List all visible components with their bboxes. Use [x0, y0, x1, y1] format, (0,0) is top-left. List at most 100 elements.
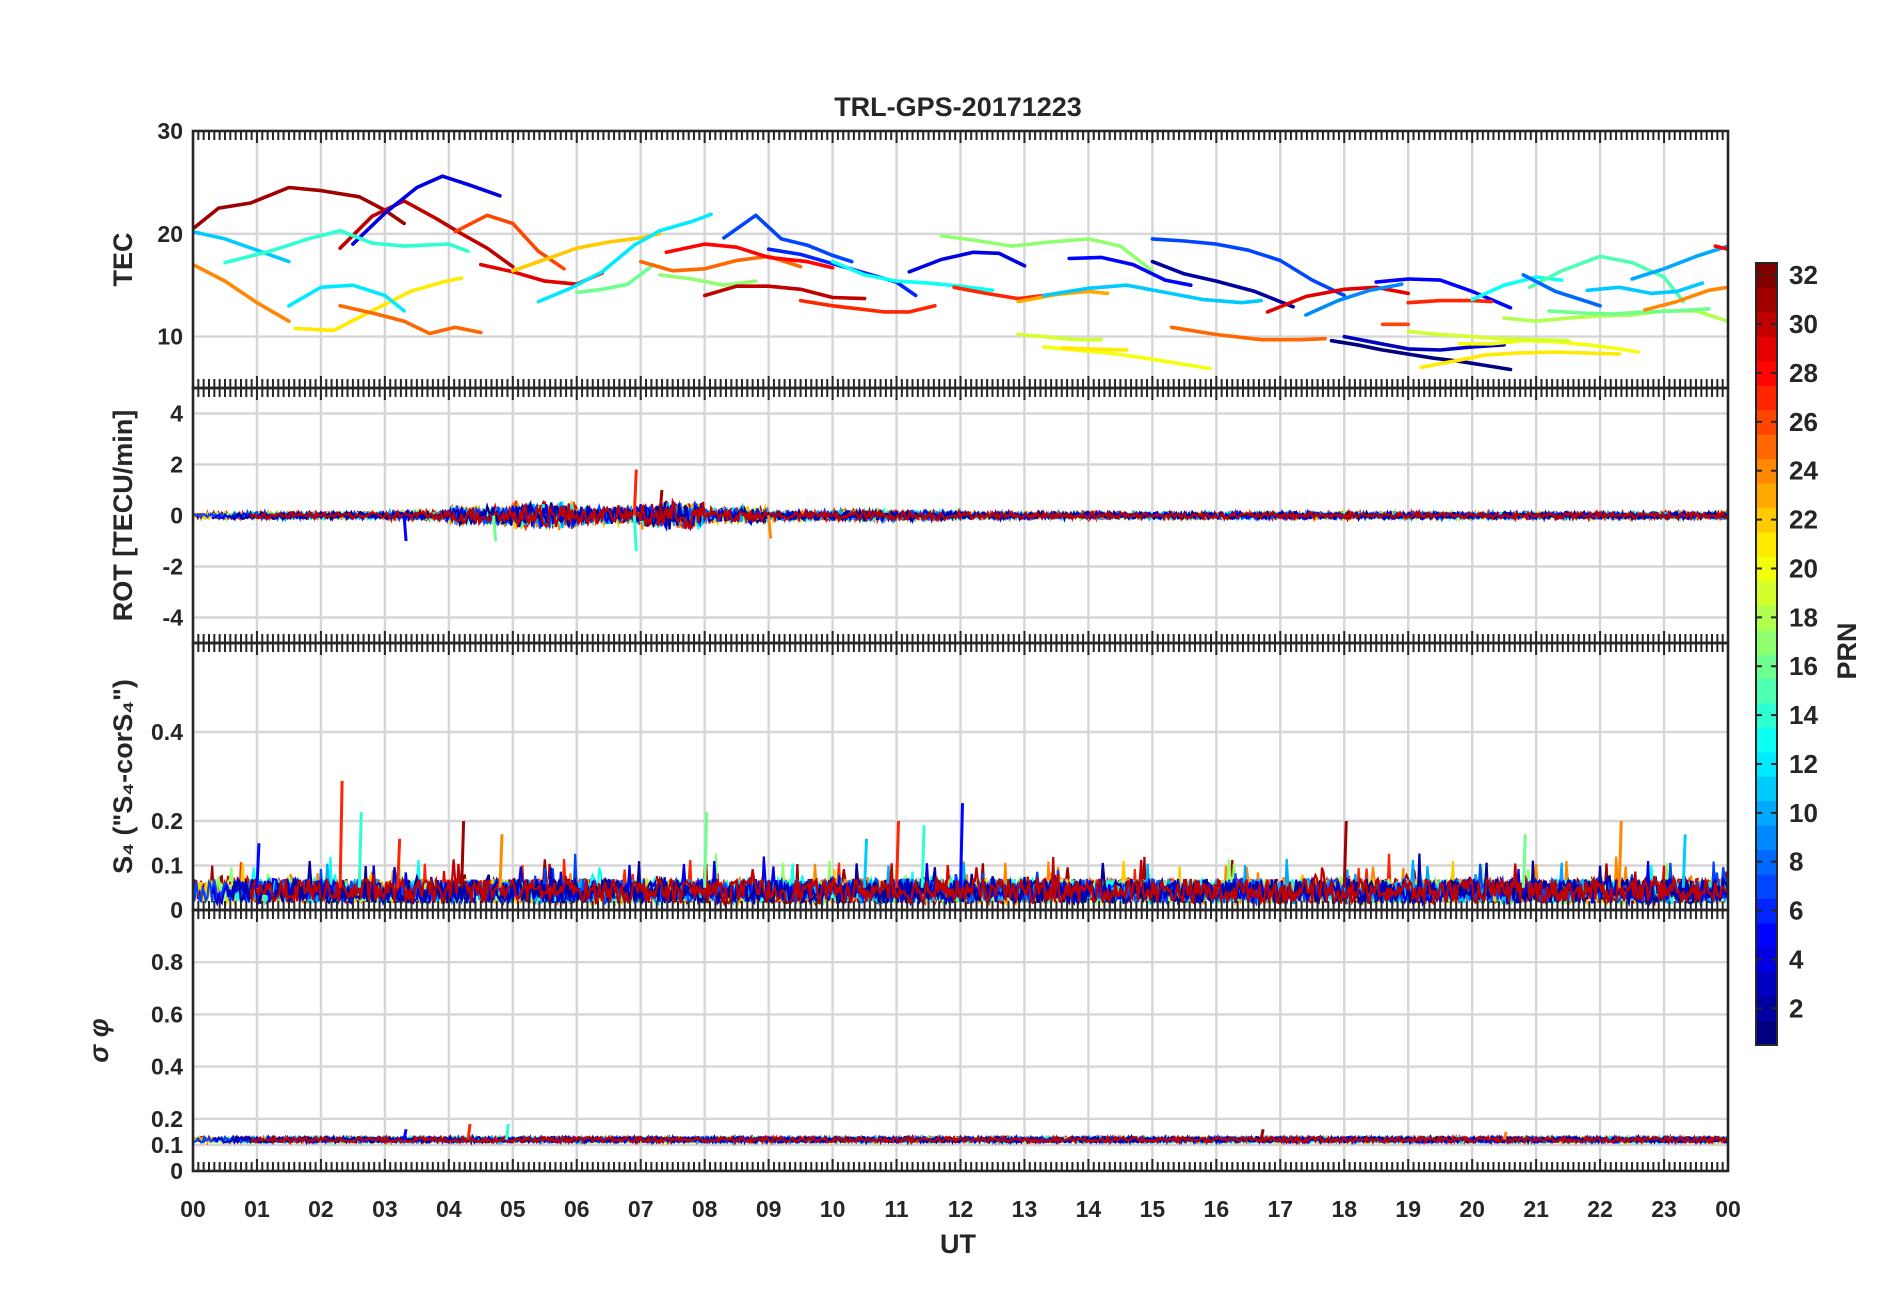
colorbar-swatch [1756, 458, 1777, 484]
tec-series-prn-16 [574, 262, 656, 295]
plot-area [193, 1123, 1728, 1146]
colorbar-swatch [1756, 922, 1777, 948]
y-axis-label: σ φ [84, 1018, 114, 1062]
tec-series-prn-9 [1304, 282, 1404, 317]
x-tick-label: 08 [692, 1196, 718, 1222]
y-tick-label: 0.1 [151, 853, 183, 879]
tec-series-prn-28 [1713, 244, 1728, 251]
tec-series-prn-5 [1067, 255, 1193, 288]
y-tick-label: 4 [170, 401, 183, 427]
colorbar-swatch [1756, 654, 1777, 680]
ROT-series-prn-30 [249, 497, 1728, 532]
x-tick-label: 21 [1523, 1196, 1549, 1222]
panel-S4: 0 0.1 0.2 0.4 S₄ ("S₄-corS₄") [108, 641, 1730, 923]
S4-spike [1342, 820, 1348, 888]
tec-series-prn-4 [907, 250, 1027, 274]
x-tick-label: 16 [1204, 1196, 1230, 1222]
colorbar-swatch [1756, 849, 1777, 875]
tec-series-prn-30 [702, 284, 867, 301]
tec-series-prn-10 [1630, 244, 1728, 281]
sigma_phi-spike [1259, 1128, 1265, 1140]
tec-series-prn-11 [1585, 281, 1705, 296]
ROT-spike [402, 515, 408, 542]
colorbar-swatch [1756, 287, 1777, 313]
tec-series-prn-17 [658, 273, 758, 288]
x-tick-label: 13 [1012, 1196, 1038, 1222]
S4-spike [895, 820, 901, 888]
colorbar-swatch [1756, 385, 1777, 411]
tec-series-prn-19 [1016, 332, 1103, 342]
x-tick-label: 10 [820, 1196, 846, 1222]
tec-series-prn-25 [1169, 325, 1327, 342]
x-tick-label: 20 [1459, 1196, 1485, 1222]
S4-spike [920, 825, 926, 888]
colorbar-tick-label: 32 [1789, 260, 1818, 290]
S4-spike [959, 803, 964, 888]
colorbar-tick-label: 4 [1789, 944, 1804, 974]
x-tick-label: 07 [628, 1196, 654, 1222]
tec-series-prn-1 [1329, 338, 1513, 372]
y-tick-label: 20 [157, 221, 183, 247]
panel-sigma_phi: 00.10.2 0.4 0.6 0.8 σ φ [84, 908, 1730, 1184]
tec-series-prn-2 [1150, 259, 1295, 309]
colorbar-tick-label: 6 [1789, 896, 1803, 926]
colorbar-swatch [1756, 751, 1777, 777]
colorbar-swatch [1756, 482, 1777, 508]
x-tick-label: 04 [436, 1196, 462, 1222]
sigma_phi-spike [1502, 1131, 1508, 1141]
colorbar-tick-label: 12 [1789, 749, 1818, 779]
colorbar-swatch [1756, 825, 1777, 851]
ROT-spike [767, 515, 773, 539]
colorbar-swatch [1756, 507, 1777, 533]
S4-spike [1681, 834, 1687, 888]
colorbar-swatch [1756, 727, 1777, 753]
S4-spike [357, 812, 363, 888]
y-tick-label: 2 [170, 452, 183, 478]
colorbar-swatch [1756, 605, 1777, 631]
panel-TEC: 10 20 30 TEC [108, 118, 1730, 390]
S4-spike [460, 820, 466, 888]
y-axis-label: ROT [TECU/min] [108, 410, 138, 621]
tec-series-prn-27 [798, 298, 937, 314]
plot-area [193, 174, 1728, 372]
tec-series-prn-16 [1547, 306, 1711, 316]
S4-spike [338, 780, 344, 888]
ROT-spike [632, 469, 638, 516]
x-tick-label: 03 [372, 1196, 398, 1222]
sigma_phi-spike [402, 1128, 408, 1140]
colorbar-swatch [1756, 1020, 1777, 1046]
y-tick-label: 0.6 [151, 1001, 183, 1027]
x-tick-label: 00 [180, 1196, 206, 1222]
tec-series-prn-7 [722, 213, 854, 264]
sigma_phi-spike [504, 1123, 510, 1140]
y-tick-label: 0 [170, 503, 183, 529]
tec-series-prn-19 [1406, 329, 1570, 343]
x-tick-label: 06 [564, 1196, 590, 1222]
colorbar-tick-label: 10 [1789, 798, 1818, 828]
x-tick-label: 14 [1076, 1196, 1102, 1222]
S4-spike [498, 834, 504, 888]
x-tick-label: 23 [1651, 1196, 1677, 1222]
tec-series-prn-13 [830, 259, 995, 293]
x-tick-label: 09 [756, 1196, 782, 1222]
colorbar-swatch [1756, 947, 1777, 973]
sigma_phi-spike [466, 1123, 472, 1140]
plot-area [193, 469, 1728, 552]
colorbar-tick-label: 24 [1789, 456, 1818, 486]
colorbar-swatch [1756, 996, 1777, 1022]
colorbar-swatch [1756, 971, 1777, 997]
x-tick-label: 01 [244, 1196, 270, 1222]
colorbar-tick-label: 18 [1789, 602, 1818, 632]
tec-series-prn-24 [1643, 285, 1728, 312]
tec-series-prn-27 [1406, 298, 1494, 305]
x-tick-label: 22 [1587, 1196, 1613, 1222]
tec-series-prn-31 [193, 185, 406, 231]
colorbar-swatch [1756, 873, 1777, 899]
tec-series-prn-12 [287, 283, 406, 313]
colorbar-swatch [1756, 898, 1777, 924]
x-tick-label: 18 [1331, 1196, 1357, 1222]
tec-series-prn-27 [952, 285, 1046, 301]
ROT-series-prn-2 [231, 499, 1728, 530]
tec-series-prn-11 [193, 229, 291, 264]
